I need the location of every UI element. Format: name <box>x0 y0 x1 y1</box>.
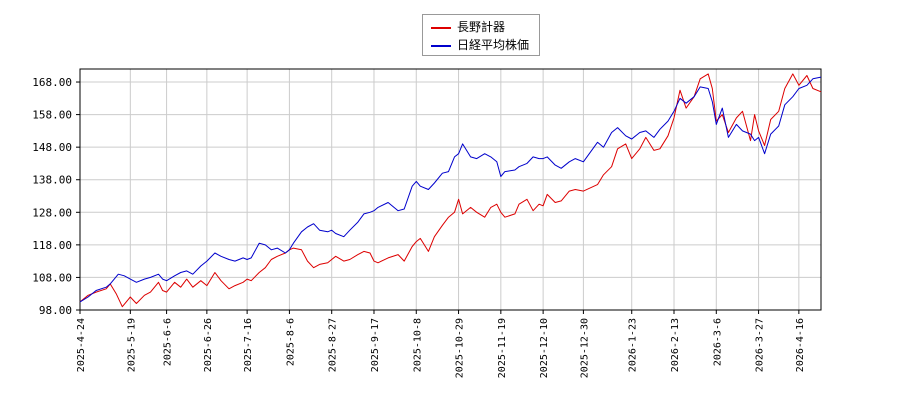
series-line-0 <box>79 73 822 308</box>
x-tick-label: 2025-11-19 <box>497 318 508 378</box>
y-tick-label: 108.00 <box>32 271 72 284</box>
series-lines <box>79 73 822 308</box>
legend-entry-series-0: 長野計器 <box>431 19 505 35</box>
x-tick-label: 2025-5-19 <box>126 318 137 372</box>
legend-swatch-series-0 <box>431 26 451 29</box>
x-tick-labels: 2025-4-24 2025-5-19 2025-6-6 2025-6-26 2025-… <box>76 318 806 378</box>
x-tick-label: 2025-10-29 <box>455 318 466 378</box>
x-tick-label: 2026-1-23 <box>628 318 639 372</box>
y-tick-label: 138.00 <box>32 174 72 187</box>
y-tick-label: 128.00 <box>32 206 72 219</box>
y-tick-label: 148.00 <box>32 141 72 154</box>
x-tick-label: 2025-4-24 <box>76 318 87 372</box>
chart-legend: 長野計器 日経平均株価 <box>422 14 540 56</box>
x-tick-label: 2025-10-8 <box>412 318 423 372</box>
x-tick-label: 2025-6-26 <box>203 318 214 372</box>
x-tick-label: 2025-7-16 <box>243 318 254 372</box>
y-tick-label: 158.00 <box>32 109 72 122</box>
x-tick-label: 2026-3-6 <box>712 318 723 366</box>
series-line-1 <box>79 76 822 303</box>
x-tick-label: 2026-2-13 <box>670 318 681 372</box>
axes <box>76 68 822 314</box>
y-tick-label: 98.00 <box>39 304 72 317</box>
y-tick-labels: 98.00 108.00 118.00 128.00 138.00 148.00 158.0… <box>32 76 72 317</box>
legend-label-series-1: 日経平均株価 <box>457 38 530 52</box>
x-tick-label: 2025-8-27 <box>328 318 339 372</box>
y-tick-label: 168.00 <box>32 76 72 89</box>
x-tick-label: 2025-8-6 <box>285 318 296 366</box>
plot-frame <box>79 68 822 311</box>
x-tick-label: 2026-4-16 <box>795 318 806 372</box>
x-tick-label: 2025-9-17 <box>370 318 381 372</box>
y-tick-label: 118.00 <box>32 239 72 252</box>
legend-swatch-series-1 <box>431 44 451 47</box>
legend-label-series-0: 長野計器 <box>457 20 506 34</box>
legend-entry-series-1: 日経平均株価 <box>431 37 529 53</box>
x-tick-label: 2025-6-6 <box>163 318 174 366</box>
x-tick-label: 2025-12-30 <box>579 318 590 378</box>
x-tick-label: 2026-3-27 <box>755 318 766 372</box>
grid-lines <box>79 69 821 311</box>
x-tick-label: 2025-12-10 <box>539 318 550 378</box>
